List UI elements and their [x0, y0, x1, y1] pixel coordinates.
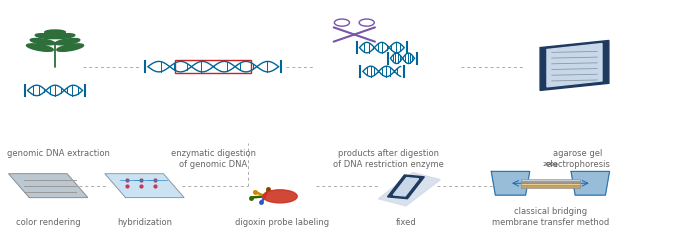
Bar	[175, 60, 251, 73]
Polygon shape	[9, 174, 88, 198]
Ellipse shape	[52, 34, 75, 39]
Text: enzymatic digestion
of genomic DNA: enzymatic digestion of genomic DNA	[171, 149, 256, 169]
Polygon shape	[387, 175, 424, 199]
Polygon shape	[571, 171, 610, 195]
Ellipse shape	[263, 190, 297, 203]
Polygon shape	[491, 171, 530, 195]
Text: products after digestion
of DNA restriction enzyme: products after digestion of DNA restrict…	[333, 149, 444, 169]
Polygon shape	[540, 40, 609, 90]
Text: genomic DNA extraction: genomic DNA extraction	[7, 149, 110, 158]
Bar	[522, 185, 580, 188]
Text: agarose gel
electrophoresis: agarose gel electrophoresis	[546, 149, 610, 169]
Polygon shape	[105, 174, 184, 198]
Ellipse shape	[55, 39, 80, 45]
Text: 200g: 200g	[543, 162, 558, 167]
Ellipse shape	[57, 44, 83, 51]
Ellipse shape	[45, 30, 65, 34]
Text: color rendering: color rendering	[16, 218, 80, 227]
Ellipse shape	[27, 44, 53, 51]
Ellipse shape	[30, 39, 55, 45]
Text: hybridization: hybridization	[117, 218, 172, 227]
Text: fixed: fixed	[396, 218, 416, 227]
Text: digoxin probe labeling: digoxin probe labeling	[235, 218, 329, 227]
Polygon shape	[547, 44, 602, 87]
Bar	[522, 179, 580, 181]
Text: classical bridging
membrane transfer method: classical bridging membrane transfer met…	[492, 207, 609, 227]
Ellipse shape	[35, 34, 58, 39]
Polygon shape	[394, 178, 418, 196]
Bar	[522, 183, 580, 185]
Polygon shape	[378, 173, 440, 206]
Bar	[522, 181, 580, 183]
